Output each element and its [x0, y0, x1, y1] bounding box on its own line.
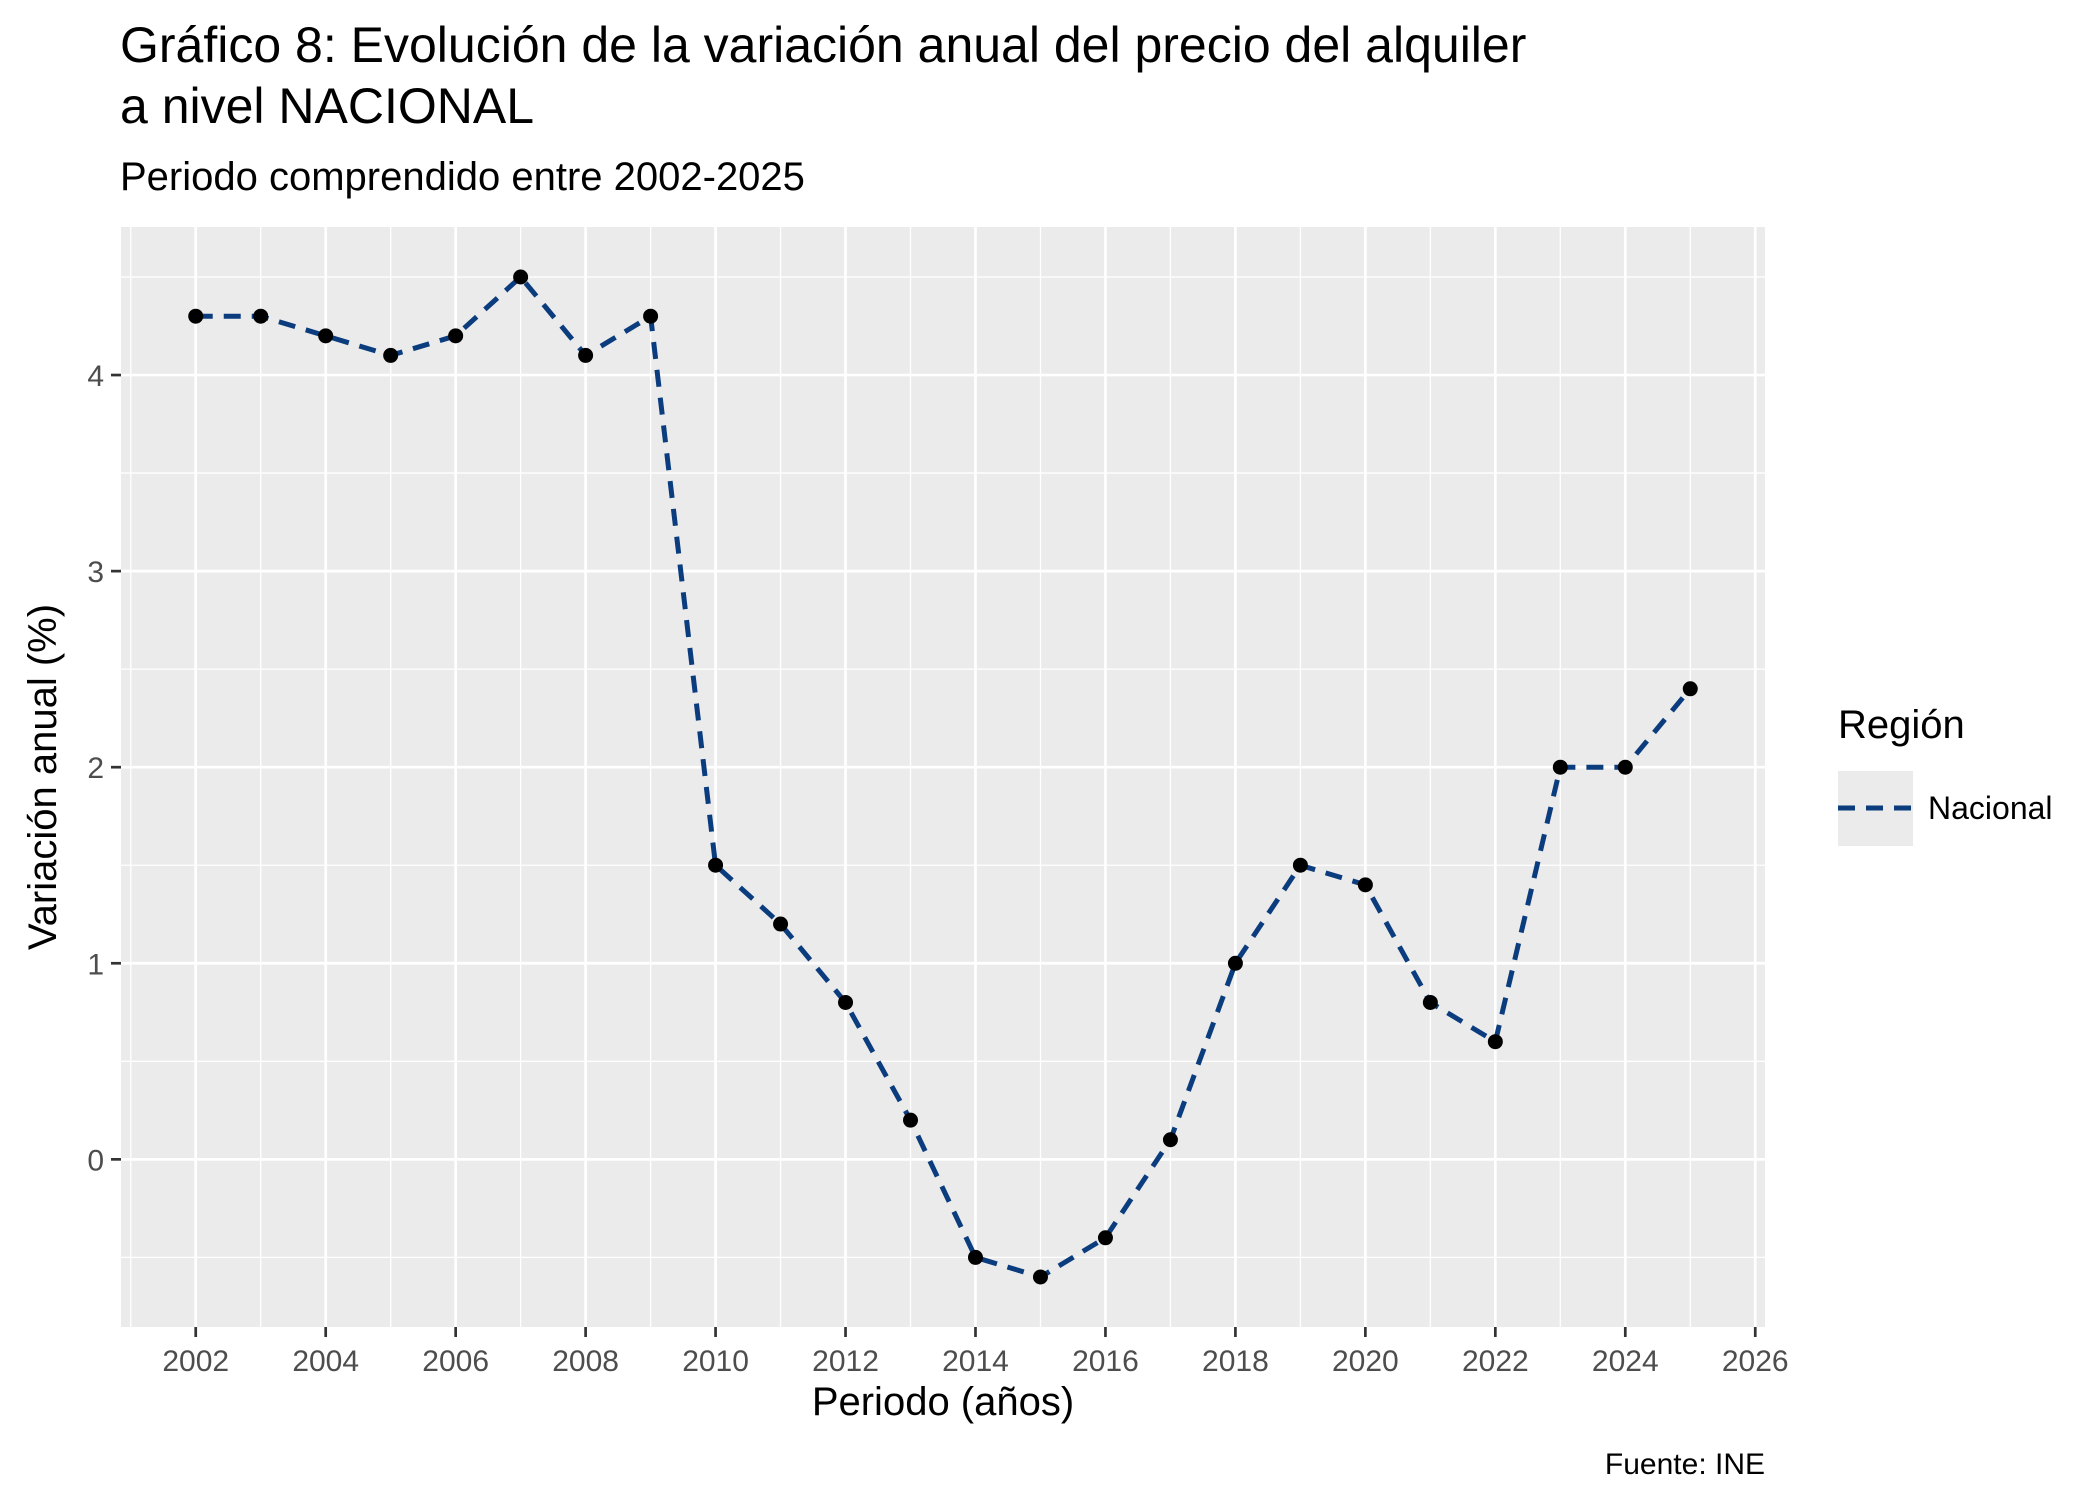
data-point-2023 [1552, 759, 1568, 775]
chart-title-line2: a nivel NACIONAL [120, 78, 534, 134]
data-point-2020 [1357, 877, 1373, 893]
data-point-2022 [1487, 1034, 1503, 1050]
data-point-2002 [188, 308, 204, 324]
x-tick-label: 2022 [1462, 1345, 1529, 1378]
data-point-2015 [1032, 1269, 1048, 1285]
data-point-2024 [1617, 759, 1633, 775]
major-gridlines [121, 227, 1765, 1327]
series-line-nacional [195, 274, 1693, 1280]
y-tick-label: 2 [87, 752, 104, 785]
plot-panel [121, 227, 1765, 1327]
x-tick-label: 2006 [422, 1345, 489, 1378]
data-point-2018 [1227, 955, 1243, 971]
data-point-2019 [1292, 857, 1308, 873]
data-point-2025 [1682, 681, 1698, 697]
x-tick-label: 2016 [1072, 1345, 1139, 1378]
data-point-2008 [578, 347, 594, 363]
y-tick-label: 0 [87, 1144, 104, 1177]
y-tick-label: 3 [87, 556, 104, 589]
data-point-2016 [1097, 1230, 1113, 1246]
chart-title-line1: Gráfico 8: Evolución de la variación anu… [120, 17, 1526, 73]
y-axis: 0 1 2 3 4 [87, 360, 121, 1177]
data-point-2014 [967, 1249, 983, 1265]
x-tick-label: 2004 [292, 1345, 359, 1378]
points-layer [188, 269, 1698, 1285]
x-tick-label: 2020 [1332, 1345, 1399, 1378]
data-point-2005 [383, 347, 399, 363]
data-point-2004 [318, 328, 334, 344]
x-tick-label: 2010 [682, 1345, 749, 1378]
x-tick-label: 2008 [552, 1345, 619, 1378]
x-axis-title: Periodo (años) [812, 1380, 1074, 1424]
data-point-2006 [448, 328, 464, 344]
data-point-2010 [708, 857, 724, 873]
data-point-2009 [643, 308, 659, 324]
data-point-2012 [838, 994, 854, 1010]
data-point-2003 [253, 308, 269, 324]
series-layer [195, 274, 1693, 1280]
x-tick-label: 2026 [1722, 1345, 1789, 1378]
legend-title: Región [1838, 703, 1965, 747]
chart-subtitle: Periodo comprendido entre 2002-2025 [120, 155, 805, 199]
data-point-2021 [1422, 994, 1438, 1010]
data-point-2013 [903, 1112, 919, 1128]
x-tick-label: 2014 [942, 1345, 1009, 1378]
x-tick-label: 2024 [1592, 1345, 1659, 1378]
y-tick-label: 1 [87, 948, 104, 981]
source-caption: Fuente: INE [1605, 1448, 1765, 1481]
legend-label-nacional: Nacional [1928, 790, 2053, 826]
y-axis-title: Variación anual (%) [21, 604, 65, 950]
y-tick-label: 4 [87, 360, 104, 393]
legend: Región Nacional [1838, 703, 2053, 846]
x-axis: 2002 2004 2006 2008 2010 2012 2014 2016 2018 2020… [162, 1327, 1789, 1378]
x-tick-label: 2012 [812, 1345, 879, 1378]
data-point-2011 [773, 916, 789, 932]
data-point-2007 [513, 269, 529, 285]
x-tick-label: 2002 [162, 1345, 229, 1378]
minor-gridlines [121, 227, 1765, 1327]
data-point-2017 [1162, 1132, 1178, 1148]
x-tick-label: 2018 [1202, 1345, 1269, 1378]
